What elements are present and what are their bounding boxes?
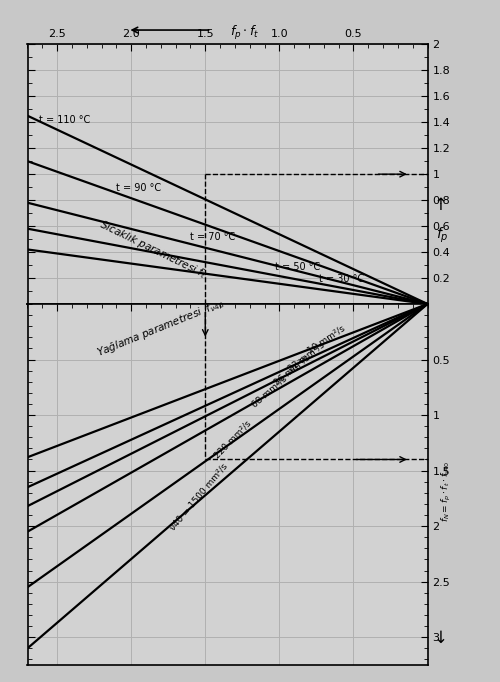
Text: t = 110 °C: t = 110 °C [39,115,90,125]
Text: 36 mm²/s: 36 mm²/s [272,353,311,387]
Text: 220 mm²/s: 220 mm²/s [212,419,253,460]
Text: t = 70 °C: t = 70 °C [190,232,236,242]
Text: Yağlama parametresi  $f_{\nu40}$: Yağlama parametresi $f_{\nu40}$ [95,297,226,361]
Text: t = 50 °C: t = 50 °C [274,262,320,271]
Text: 10 mm²/s: 10 mm²/s [306,323,347,355]
Text: Sıcaklık parametresi $f_t$: Sıcaklık parametresi $f_t$ [98,218,210,282]
Text: $f_N = f_p \cdot f_t \cdot f_{\nu40}$: $f_N = f_p \cdot f_t \cdot f_{\nu40}$ [440,460,453,522]
Text: $f_p$: $f_p$ [436,226,449,245]
Text: ν40 = 1500 mm²/s: ν40 = 1500 mm²/s [168,461,230,531]
Text: ↑: ↑ [434,196,448,213]
Text: t = 90 °C: t = 90 °C [116,183,161,193]
Text: 68 mm²/s: 68 mm²/s [250,374,288,410]
Text: 22 mm²/s: 22 mm²/s [287,340,327,373]
Text: t = 30 °C: t = 30 °C [319,274,364,284]
Text: ↓: ↓ [434,629,448,647]
Text: $f_p \cdot f_t$: $f_p \cdot f_t$ [230,25,260,42]
